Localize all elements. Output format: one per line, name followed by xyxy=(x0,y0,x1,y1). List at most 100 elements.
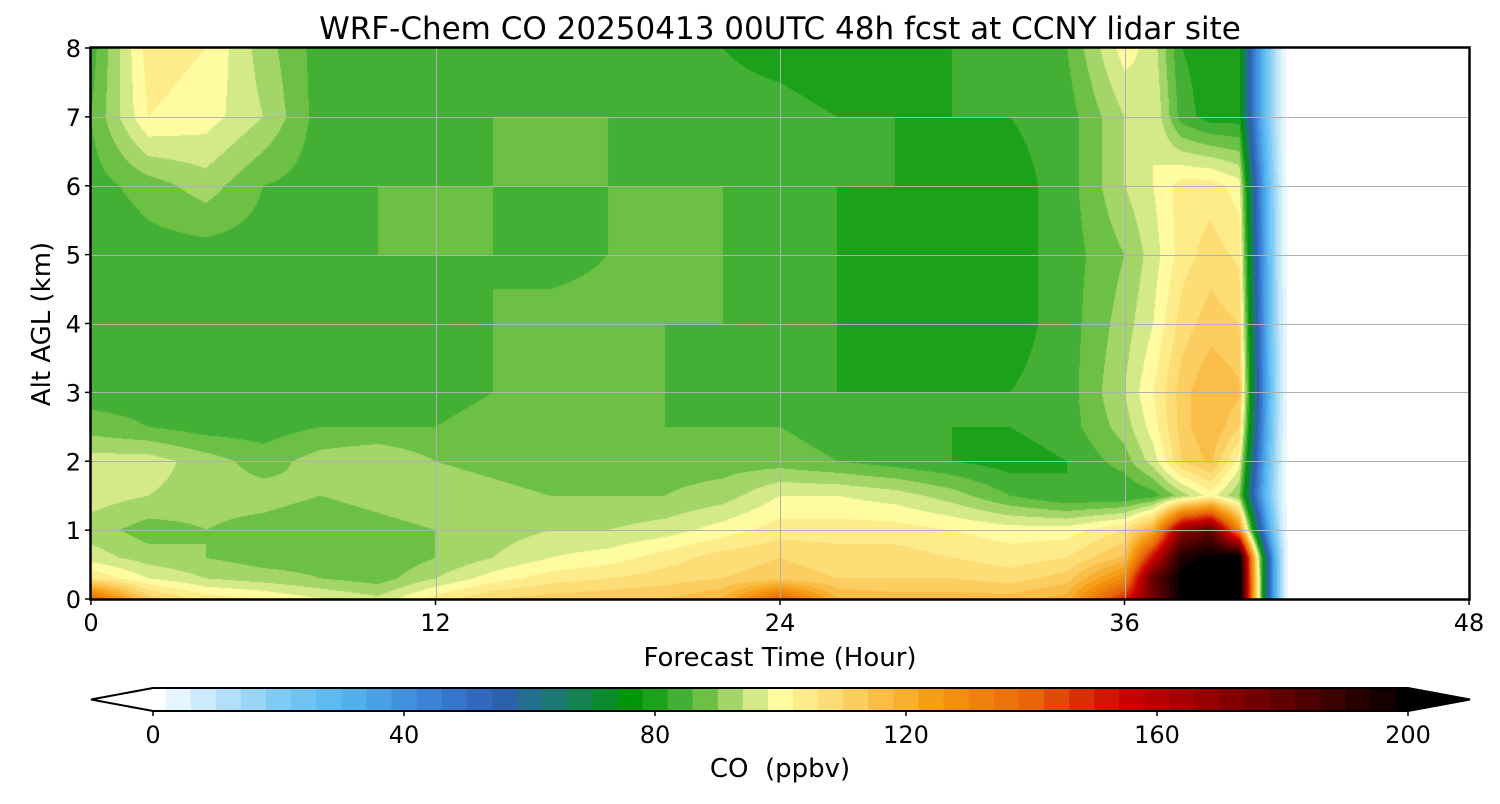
colorbar-segment xyxy=(780,688,794,711)
y-tick-label: 0 xyxy=(66,586,81,614)
colorbar-segment xyxy=(717,688,731,711)
colorbar-segment xyxy=(956,688,970,711)
colorbar-segment xyxy=(767,688,782,711)
chart-title: WRF-Chem CO 20250413 00UTC 48h fcst at C… xyxy=(319,11,1241,47)
colorbar-tick-label: 40 xyxy=(389,721,420,749)
colorbar-segment xyxy=(1056,688,1070,711)
colorbar-segment xyxy=(1157,688,1171,711)
colorbar-segment xyxy=(278,688,292,711)
colorbar-segment xyxy=(353,688,367,711)
colorbar-segment xyxy=(1357,688,1371,711)
colorbar-segment xyxy=(165,688,179,711)
colorbar-segment xyxy=(1106,688,1120,711)
colorbar-segment xyxy=(981,688,995,711)
colorbar-segment xyxy=(291,688,305,711)
colorbar-segment xyxy=(793,688,807,711)
colorbar-segment xyxy=(441,688,455,711)
x-tick-label: 0 xyxy=(83,609,98,637)
colorbar-segment xyxy=(341,688,355,711)
colorbar-segment xyxy=(1131,688,1146,711)
colorbar-segment xyxy=(692,688,706,711)
colorbar-segment xyxy=(1094,688,1108,711)
colorbar-segment xyxy=(1370,688,1384,711)
colorbar-tick-label: 200 xyxy=(1385,721,1431,749)
x-tick-label: 24 xyxy=(765,609,796,637)
colorbar-extend-low xyxy=(91,688,153,711)
colorbar-segment xyxy=(190,688,204,711)
colorbar-extend-high xyxy=(1408,688,1470,711)
colorbar-segment xyxy=(366,688,380,711)
colorbar-segment xyxy=(303,688,317,711)
colorbar-label: CO (ppbv) xyxy=(710,754,850,784)
x-tick-label: 12 xyxy=(420,609,451,637)
colorbar-segment xyxy=(830,688,844,711)
colorbar-segment xyxy=(1307,688,1321,711)
colorbar-segment xyxy=(378,688,393,711)
colorbar-segment xyxy=(479,688,493,711)
colorbar-segment xyxy=(240,688,254,711)
colorbar-segment xyxy=(993,688,1007,711)
x-axis-label: Forecast Time (Hour) xyxy=(643,643,916,673)
colorbar-segment xyxy=(1232,688,1246,711)
colorbar-segment xyxy=(542,688,556,711)
colorbar-segment xyxy=(855,688,869,711)
colorbar-segment xyxy=(1182,688,1196,711)
colorbar-segment xyxy=(1282,688,1296,711)
colorbar-segment xyxy=(642,688,656,711)
colorbar-segment xyxy=(178,688,192,711)
colorbar-segment xyxy=(504,688,518,711)
colorbar-segment xyxy=(1207,688,1221,711)
colorbar-segment xyxy=(604,688,618,711)
colorbar-segment xyxy=(579,688,593,711)
y-tick-label: 5 xyxy=(66,242,81,270)
colorbar-segment xyxy=(629,688,644,711)
x-axis-ticks: 0 12 24 36 48 xyxy=(83,599,1484,637)
colorbar-segment xyxy=(567,688,581,711)
colorbar-segment xyxy=(316,688,330,711)
colorbar-segment xyxy=(253,688,267,711)
colorbar-segment xyxy=(1119,688,1133,711)
colorbar-segment xyxy=(617,688,631,711)
y-axis-label: Alt AGL (km) xyxy=(27,242,57,406)
colorbar-segment xyxy=(918,688,932,711)
colorbar-tick-label: 120 xyxy=(883,721,929,749)
colorbar-segment xyxy=(1081,688,1095,711)
colorbar-segment xyxy=(429,688,443,711)
colorbar-segment xyxy=(1069,688,1083,711)
colorbar-segment xyxy=(1257,688,1271,711)
colorbar-segment xyxy=(1219,688,1233,711)
colorbar-segment xyxy=(554,688,568,711)
colorbar-segment xyxy=(1144,688,1158,711)
y-tick-label: 4 xyxy=(66,311,81,339)
colorbar-segment xyxy=(931,688,945,711)
y-tick-label: 7 xyxy=(66,104,81,132)
colorbar-segment xyxy=(1345,688,1359,711)
colorbar-segment xyxy=(328,688,342,711)
colorbar-segment xyxy=(592,688,606,711)
grid-lines xyxy=(91,48,1469,599)
colorbar-tick-label: 0 xyxy=(145,721,160,749)
colorbar-segment xyxy=(203,688,217,711)
colorbar-segment xyxy=(805,688,819,711)
colorbar-tick-label: 80 xyxy=(640,721,671,749)
colorbar xyxy=(90,687,1471,712)
colorbar-segment xyxy=(466,688,480,711)
colorbar-segment xyxy=(1395,688,1409,711)
y-tick-label: 3 xyxy=(66,379,81,407)
colorbar-segment xyxy=(516,688,531,711)
colorbar-segment xyxy=(265,688,280,711)
colorbar-segment xyxy=(1295,688,1309,711)
x-tick-label: 48 xyxy=(1454,609,1485,637)
colorbar-segment xyxy=(1332,688,1346,711)
colorbar-segment xyxy=(1169,688,1183,711)
colorbar-segment xyxy=(705,688,719,711)
colorbar-segment xyxy=(529,688,543,711)
colorbar-segment xyxy=(454,688,468,711)
colorbar-segment xyxy=(391,688,405,711)
colorbar-segment xyxy=(1044,688,1058,711)
colorbar-segment xyxy=(880,688,895,711)
colorbar-segment xyxy=(943,688,957,711)
colorbar-segment xyxy=(868,688,882,711)
